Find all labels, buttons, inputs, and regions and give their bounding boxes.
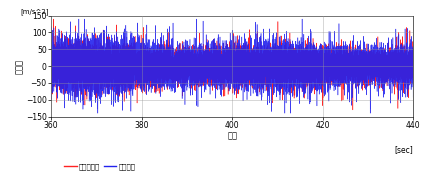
- Y-axis label: 加速度: 加速度: [15, 59, 25, 74]
- Text: [m/s^2]: [m/s^2]: [20, 8, 49, 15]
- Text: [sec]: [sec]: [395, 145, 413, 154]
- X-axis label: 時間: 時間: [227, 131, 237, 140]
- Legend: 実走行波形, 再現波形: 実走行波形, 再現波形: [61, 160, 138, 173]
